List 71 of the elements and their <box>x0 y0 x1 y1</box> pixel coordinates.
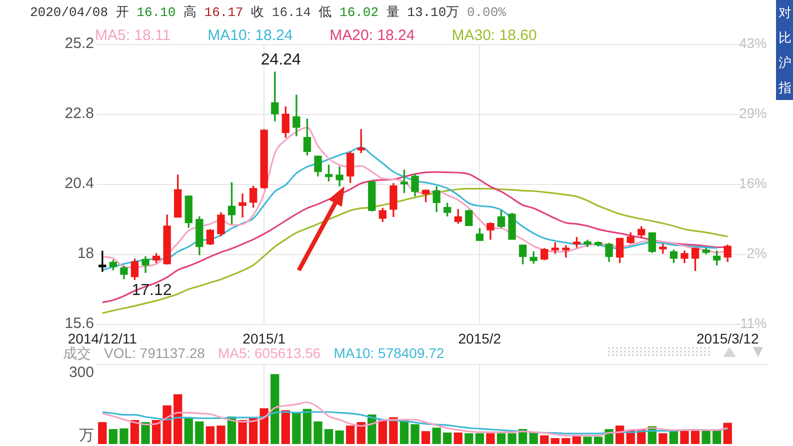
bar <box>540 435 549 444</box>
bar <box>550 438 560 444</box>
bar <box>475 433 484 444</box>
bar <box>400 420 409 444</box>
x-tick-label: 2015/3/12 <box>696 330 759 346</box>
bar <box>723 422 732 444</box>
y-tick-label: 22.8 <box>64 105 94 122</box>
text: MA5: 605613.56 <box>218 345 321 361</box>
bar <box>120 428 128 444</box>
bar <box>238 420 247 444</box>
bar <box>130 420 140 444</box>
chart-subtitle: VOL: 791137.28 <box>104 345 205 361</box>
bar <box>206 426 215 444</box>
bar <box>108 429 118 444</box>
bar <box>174 394 182 444</box>
side-tab: 对比沪指 <box>776 0 793 100</box>
y-tick-label: 18 <box>77 245 94 262</box>
bar <box>270 374 280 444</box>
bar <box>658 433 668 444</box>
text: MA20: 18.24 <box>330 27 415 44</box>
bar <box>443 432 452 444</box>
bar <box>496 433 506 444</box>
bar <box>583 436 592 444</box>
annotation: 17.12 <box>132 282 172 300</box>
x-tick-label: 2015/2 <box>458 330 502 346</box>
bar <box>702 430 710 444</box>
y-tick-label: 25.2 <box>64 35 94 52</box>
candlestick <box>238 194 246 218</box>
chart-title: 成交 <box>63 345 91 361</box>
bar <box>356 422 366 444</box>
text: MA5: 18.11 <box>95 27 171 44</box>
bar <box>508 433 516 444</box>
text: MA10: 578409.72 <box>334 345 444 361</box>
bar <box>98 422 107 444</box>
bar <box>324 429 334 444</box>
bar <box>335 430 344 444</box>
bar <box>562 438 570 444</box>
bar <box>410 424 420 444</box>
bar <box>184 418 193 444</box>
bar <box>195 421 204 444</box>
bar <box>421 431 430 444</box>
bar <box>216 426 226 444</box>
bar <box>389 417 398 444</box>
y-tick-label: 20.4 <box>64 175 94 192</box>
bar <box>712 430 722 444</box>
text: 300 <box>68 364 94 382</box>
bar <box>464 433 474 444</box>
y-tick-label: 15.6 <box>64 315 94 332</box>
text: MA30: 18.60 <box>452 27 537 44</box>
bar <box>162 405 172 444</box>
bar <box>432 428 441 444</box>
bar <box>141 422 150 444</box>
x-tick-label: 2014/12/11 <box>68 330 138 346</box>
x-tick-label: 2015/1 <box>242 330 286 346</box>
bar <box>454 432 462 444</box>
text: MA10: 18.24 <box>208 27 293 44</box>
bar <box>260 408 268 444</box>
chart-title: 2020/04/08 开 16.10 高 16.17 收 16.14 低 16.02 量 13.10万 0.00% <box>30 5 506 20</box>
bar <box>529 432 538 444</box>
bar <box>152 420 161 444</box>
annotation: 24.24 <box>260 51 301 68</box>
bar <box>281 410 290 444</box>
bar <box>302 408 312 444</box>
bar <box>248 418 258 444</box>
bar <box>292 412 301 444</box>
bar <box>346 426 355 444</box>
bar <box>594 436 603 444</box>
text: 万 <box>79 427 94 444</box>
bar <box>378 420 387 444</box>
bar <box>486 433 495 444</box>
bar <box>314 421 322 444</box>
